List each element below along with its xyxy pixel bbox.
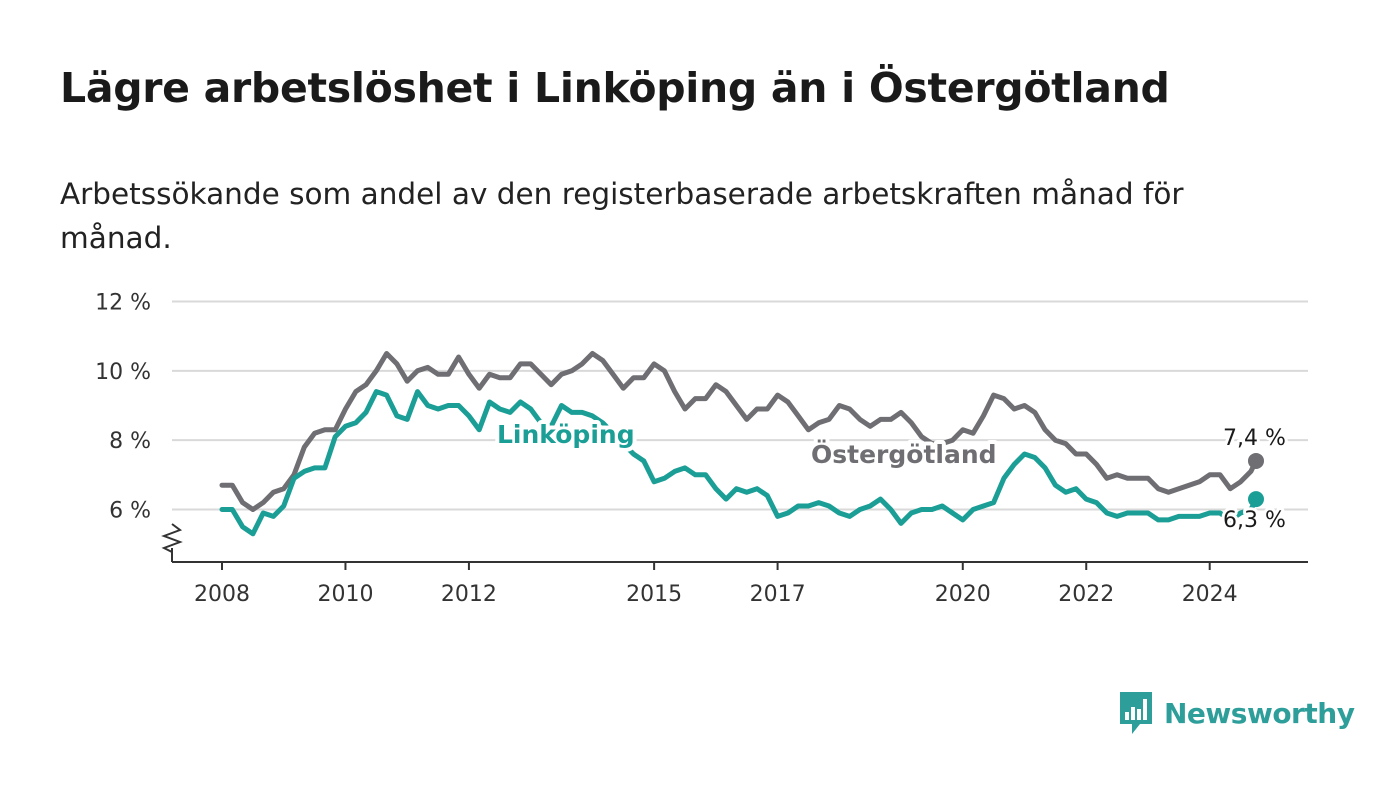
x-tick-label: 2024 <box>1182 582 1238 607</box>
x-tick-label: 2017 <box>750 582 806 607</box>
end-value-halo-linkoping: 6,3 % <box>1223 508 1286 533</box>
end-dot-linkoping <box>1248 491 1264 508</box>
end-value-label-linkoping: 6,3 % <box>1223 508 1286 533</box>
y-tick-label: 12 % <box>95 291 151 316</box>
axis-break-icon <box>161 523 183 553</box>
x-tick-label: 2020 <box>935 582 991 607</box>
x-axis <box>161 523 1308 563</box>
x-axis-ticks: 2008 2010 2012 2015 2017 2020 2022 2024 <box>194 562 1238 607</box>
x-tick-label: 2015 <box>626 582 682 607</box>
y-tick-label: 6 % <box>109 499 151 524</box>
series-line-ostergotland <box>219 351 1259 512</box>
end-value-label-ostergotland: 7,4 % <box>1223 426 1286 451</box>
x-tick-label: 2012 <box>441 582 497 607</box>
y-axis-ticks: 6 % 8 % 10 % 12 % <box>95 291 151 524</box>
chart-title: Lägre arbetslöshet i Linköping än i Öste… <box>60 64 1170 112</box>
end-dot-ostergotland <box>1248 452 1264 469</box>
y-tick-label: 10 % <box>95 360 151 385</box>
newsworthy-brand[interactable]: Newsworthy <box>1118 690 1355 736</box>
series-line-linkoping <box>219 389 1259 537</box>
grid-lines <box>172 300 1308 511</box>
series-labels: LinköpingLinköpingÖstergötlandÖstergötla… <box>493 416 1289 536</box>
x-tick-label: 2010 <box>317 582 373 607</box>
x-tick-label: 2022 <box>1058 582 1114 607</box>
brand-name: Newsworthy <box>1164 696 1355 730</box>
series-label-halo-ostergotland: Östergötland <box>811 439 997 469</box>
series-lines <box>219 351 1264 537</box>
newsworthy-logo-icon <box>1120 692 1152 734</box>
x-tick-label: 2008 <box>194 582 250 607</box>
series-label-linkoping: Linköping <box>497 420 635 449</box>
series-label-ostergotland: Östergötland <box>811 439 997 469</box>
end-value-halo-ostergotland: 7,4 % <box>1223 426 1286 451</box>
series-label-halo-linkoping: Linköping <box>497 420 635 449</box>
chart-subtitle: Arbetssökande som andel av den registerb… <box>60 177 1184 255</box>
y-tick-label: 8 % <box>109 429 151 454</box>
